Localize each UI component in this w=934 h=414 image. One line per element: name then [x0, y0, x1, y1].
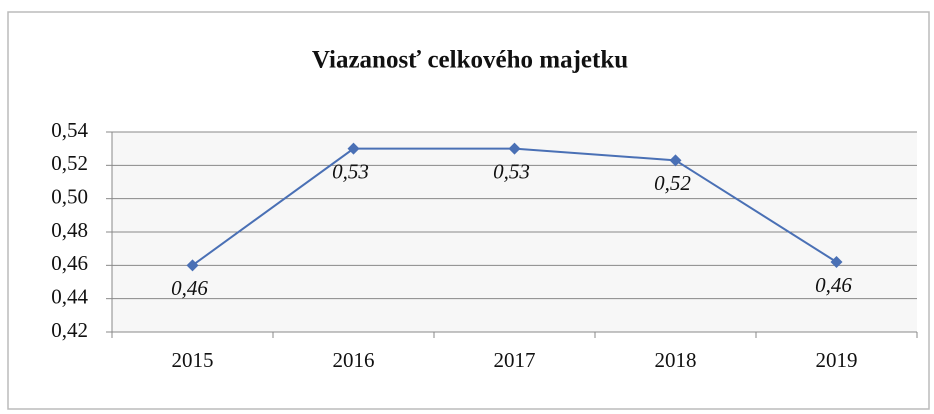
y-tick-label: 0,42: [51, 318, 88, 342]
y-tick-label: 0,50: [51, 184, 88, 208]
y-tick-label: 0,46: [51, 251, 88, 275]
x-tick-label: 2017: [494, 348, 536, 372]
x-tick-label: 2018: [655, 348, 697, 372]
data-label: 0,53: [493, 159, 530, 183]
marker: [830, 256, 843, 268]
x-tick-label: 2015: [172, 348, 214, 372]
x-tick-label: 2019: [816, 348, 858, 372]
marker: [508, 142, 521, 155]
marker: [347, 142, 360, 155]
marker: [186, 259, 199, 272]
y-tick-label: 0,54: [51, 118, 88, 142]
y-tick-label: 0,48: [51, 218, 88, 242]
x-tick-label: 2016: [333, 348, 375, 372]
data-label: 0,53: [332, 159, 369, 183]
data-label: 0,52: [654, 171, 691, 195]
marker: [669, 154, 682, 167]
chart-title: Viazanosť celkového majetku: [312, 47, 628, 74]
y-tick-label: 0,52: [51, 151, 88, 175]
data-label: 0,46: [171, 276, 208, 300]
data-label: 0,46: [815, 273, 852, 297]
y-tick-label: 0,44: [51, 284, 88, 308]
